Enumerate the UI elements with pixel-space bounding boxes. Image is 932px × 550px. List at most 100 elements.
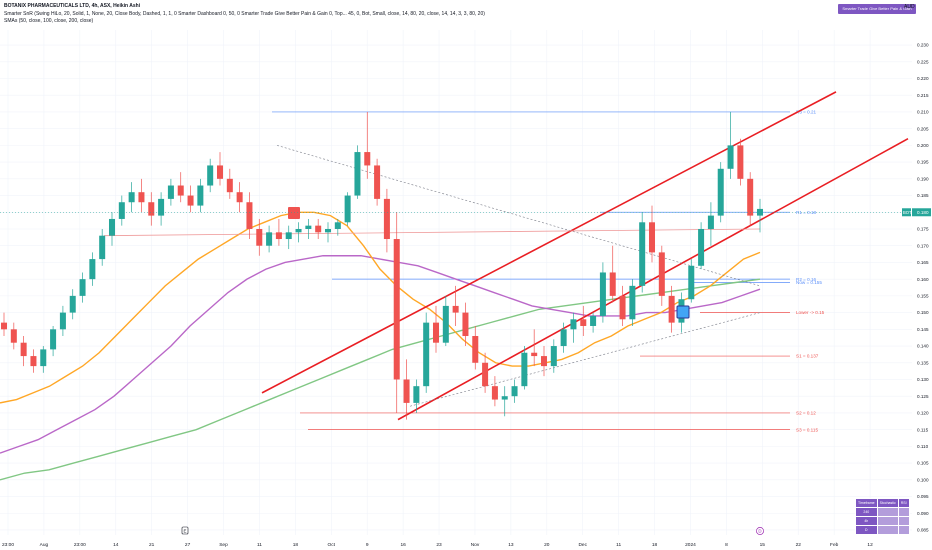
candle [246,202,253,229]
candle [207,165,214,186]
candle [531,352,538,357]
table-cell: . [876,507,899,517]
candle [501,396,508,400]
y-tick-label: 0.175 [917,227,929,232]
earnings-marker-label: E [184,528,187,533]
candle [452,305,459,313]
candle [128,192,135,203]
x-tick-label: 2024 [685,542,696,548]
indicator-legend-snr[interactable]: Smarter SnR (Swing HiLo, 20, Solid, 1, N… [4,11,485,17]
y-tick-label: 0.225 [917,59,929,64]
y-tick-label: 0.185 [917,193,929,198]
x-tick-label: 21 [149,542,155,548]
candle [707,215,714,229]
candle [315,225,322,233]
candle [609,272,616,296]
candle [177,185,184,196]
channel-upper-line [261,91,837,394]
table-row: 4h . . [855,516,910,526]
candle [0,322,8,330]
candle [648,222,656,253]
candle [89,259,96,280]
dashboard-button[interactable]: Smarter Trade Give Better Pain & Gain [838,4,916,14]
y-tick-label: 0.105 [917,461,929,466]
candle [383,198,390,240]
candle [658,252,665,296]
candle [491,386,498,400]
x-tick-label: 23 [436,542,442,548]
candle [226,178,233,193]
table-header-row: Timeframe Stochastic RSI [855,498,910,508]
y-tick-label: 0.170 [917,243,929,248]
table-cell: . [876,516,899,526]
table-cell: . [897,507,910,517]
candle [256,228,263,246]
candle [462,312,469,337]
candle [698,228,705,266]
time-axis[interactable]: 23:00 Aug 23:00 14 21 27 Sep 11 18 Oct 9 16 23 Nov 13 2… [2,526,873,548]
table-header-cell: Stochastic [876,498,899,508]
candle [334,222,341,229]
y-tick-label: 0.130 [917,377,929,382]
level-label: Lower -> 0.15 [796,310,825,315]
y-tick-label: 0.125 [917,394,929,399]
table-cell: D [855,525,878,535]
last-price-label: 0.180 [917,210,929,215]
level-label: S2 = 0.12 [796,411,816,416]
candle [197,185,204,206]
candle [570,319,577,330]
table-cell: . [897,525,910,535]
candle [432,322,440,343]
x-tick-label: 23:00 [2,542,14,548]
timeframe-table: Timeframe Stochastic RSI 240 . . 4h . . … [855,498,910,535]
y-tick-label: 0.155 [917,293,929,298]
x-tick-label: Nov [471,542,480,548]
level-label: R3 = 0.21 [796,110,816,115]
candle [148,202,155,216]
y-tick-label: 0.110 [917,444,929,449]
table-header-cell: Timeframe [855,498,878,508]
y-tick-label: 0.195 [917,160,929,165]
y-tick-label: 0.205 [917,126,929,131]
y-tick-label: 0.165 [917,260,929,265]
level-label: S1 = 0.137 [796,354,819,359]
y-tick-label: 0.190 [917,176,929,181]
candle [216,165,224,179]
dotted-trendline [409,312,761,407]
candle [550,346,557,367]
y-tick-label: 0.215 [917,93,929,98]
candle [737,145,744,179]
candle [275,232,282,240]
level-label: Now = 0.155 [796,280,822,285]
candle [511,386,518,397]
x-tick-label: 9 [366,542,369,548]
symbol-tag-box [902,208,911,217]
candle [59,312,66,330]
candle [50,329,57,350]
table-row: D . . [855,525,910,535]
last-price-box [912,208,931,217]
sma50-line [0,211,761,404]
candle [99,235,106,260]
candle [20,342,27,357]
x-tick-label: 22 [796,542,802,548]
candle [747,178,754,216]
candle [187,195,194,206]
candle [629,285,636,320]
indicator-legend-sma[interactable]: SMAs (50, close, 100, close, 200, close) [4,18,94,24]
y-tick-label: 0.200 [917,143,929,148]
x-tick-label: 13 [508,542,514,548]
candle [285,232,292,240]
candle [167,185,174,199]
price-axis[interactable]: 0.230 0.225 0.220 0.215 0.210 0.205 0.200 0.195… [0,43,931,533]
y-tick-label: 0.145 [917,327,929,332]
x-tick-label: 15 [760,542,766,548]
x-tick-label: 8 [725,542,728,548]
table-header-cell: RSI [897,498,910,508]
y-tick-label: 0.140 [917,344,929,349]
candle [540,356,548,367]
symbol-tag: BOT [903,210,912,215]
y-tick-label: 0.150 [917,310,929,315]
candle [305,225,312,229]
